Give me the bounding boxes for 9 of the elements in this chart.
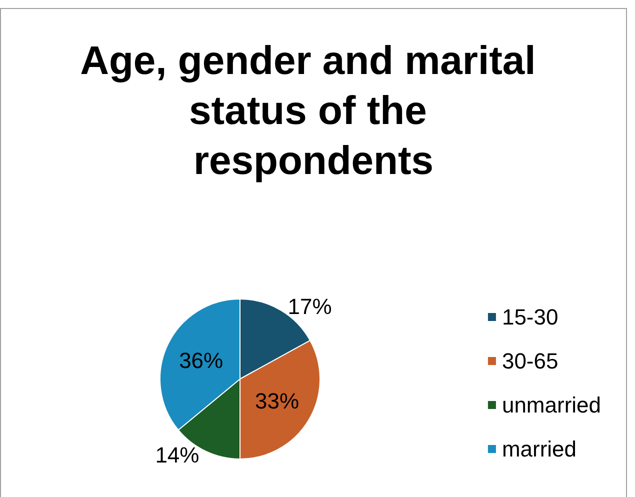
legend-label: 15-30 — [502, 304, 558, 330]
data-label: 36% — [179, 348, 224, 374]
data-label: 33% — [254, 388, 300, 414]
legend-label: married — [502, 436, 577, 462]
chart-title: Age, gender and marital status of the respondents — [80, 39, 547, 183]
legend-label: unmarried — [502, 392, 602, 418]
legend-label: 30-65 — [502, 348, 558, 374]
data-label: 17% — [288, 294, 332, 320]
data-label: 14% — [155, 442, 200, 468]
